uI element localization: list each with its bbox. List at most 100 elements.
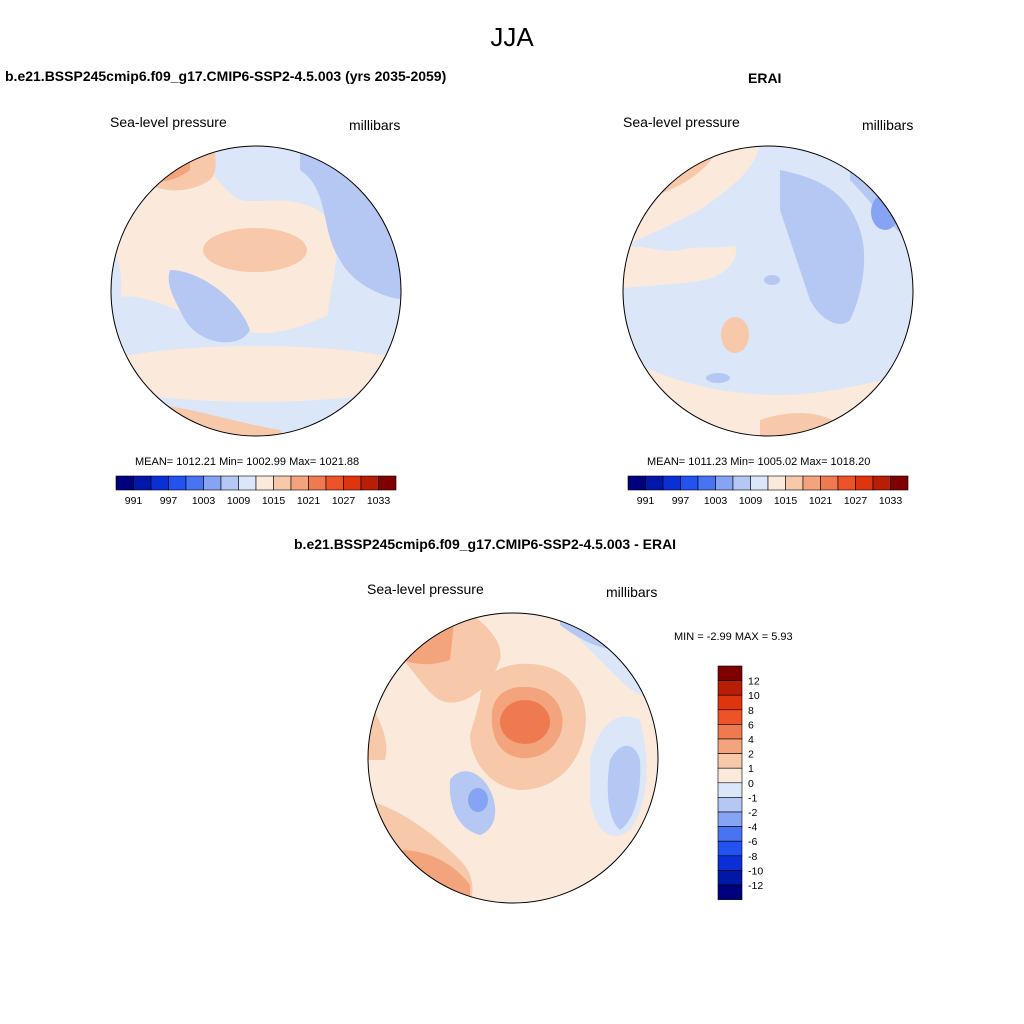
obs-colorbar: 991 997 1003 1009 1015 1021 1027 1033	[627, 475, 909, 507]
model-colorbar-box	[185, 475, 204, 491]
model-colorbar-box	[133, 475, 152, 491]
obs-colorbar-box	[627, 475, 646, 491]
diff-map-border	[367, 612, 659, 904]
diff-colorbar-box	[717, 811, 743, 827]
model-colorbar-tick-label: 997	[160, 495, 178, 507]
diff-colorbar-box	[717, 738, 743, 754]
diff-colorbar-tick-label: -8	[748, 851, 757, 863]
obs-colorbar-box	[767, 475, 786, 491]
figure-title: JJA	[490, 22, 534, 52]
model-colorbar-box	[308, 475, 327, 491]
model-colorbar-tick-label: 1021	[297, 495, 321, 507]
diff-colorbar-tick-label: 8	[748, 705, 754, 717]
model-colorbar-box	[273, 475, 292, 491]
obs-colorbar-tick-label: 1009	[739, 495, 763, 507]
diff-colorbar-tick-label: -4	[748, 822, 757, 834]
model-colorbar-box	[150, 475, 169, 491]
obs-colorbar-box	[872, 475, 891, 491]
diff-colorbar-box	[717, 797, 743, 813]
obs-colorbar-tick-label: 1021	[809, 495, 833, 507]
model-colorbar: 991 997 1003 1009 1015 1021 1027 1033	[115, 475, 397, 507]
obs-colorbar-box	[837, 475, 856, 491]
diff-variable-label: Sea-level pressure	[367, 581, 484, 597]
model-colorbar-box	[325, 475, 344, 491]
model-colorbar-box	[255, 475, 274, 491]
diff-colorbar-box	[717, 694, 743, 711]
model-colorbar-box	[290, 475, 309, 491]
model-colorbar-tick-label: 1009	[227, 495, 251, 507]
model-colorbar-tick-label: 1027	[332, 495, 356, 507]
diff-colorbar-tick-label: -1	[748, 792, 757, 804]
diff-colorbar-tick-label: -10	[748, 865, 763, 877]
obs-colorbar-tick-label: 1027	[844, 495, 868, 507]
diff-colorbar-tick-label: 0	[748, 778, 754, 790]
obs-units-label: millibars	[862, 117, 914, 133]
model-stats: MEAN= 1012.21 Min= 1002.99 Max= 1021.88	[135, 456, 360, 468]
model-colorbar-tick-label: 1033	[367, 495, 391, 507]
obs-panel-title: ERAI	[748, 70, 782, 86]
obs-colorbar-box	[820, 475, 839, 491]
model-colorbar-tick-label: 1003	[192, 495, 216, 507]
diff-colorbar-tick-label: 4	[748, 734, 754, 746]
obs-colorbar-box	[802, 475, 821, 491]
diff-colorbar-tick-label: 6	[748, 719, 754, 731]
model-colorbar-box	[168, 475, 187, 491]
model-units-label: millibars	[349, 117, 401, 133]
diff-colorbar-tick-label: -2	[748, 807, 757, 819]
model-colorbar-box	[360, 475, 379, 491]
obs-colorbar-tick-label: 1003	[704, 495, 728, 507]
diff-colorbar-box	[717, 709, 743, 725]
obs-colorbar-box	[732, 475, 751, 491]
diff-colorbar-box	[717, 724, 743, 740]
model-colorbar-box	[115, 475, 134, 491]
diff-colorbar-box	[717, 870, 743, 886]
diff-colorbar-box	[717, 782, 743, 798]
obs-colorbar-tick-label: 1033	[879, 495, 903, 507]
obs-colorbar-box	[645, 475, 664, 491]
obs-map-border	[622, 145, 914, 437]
model-colorbar-box	[378, 475, 397, 491]
obs-colorbar-tick-label: 1015	[774, 495, 798, 507]
diff-colorbar-box	[717, 665, 743, 681]
diff-colorbar-tick-label: -12	[748, 880, 763, 892]
model-variable-label: Sea-level pressure	[110, 114, 227, 130]
diff-colorbar-tick-label: 12	[748, 676, 760, 688]
obs-stats: MEAN= 1011.23 Min= 1005.02 Max= 1018.20	[647, 456, 871, 468]
obs-colorbar-box	[785, 475, 804, 491]
obs-colorbar-box	[662, 475, 681, 491]
diff-colorbar-tick-label: 1	[748, 763, 754, 775]
diff-colorbar-tick-label: 2	[748, 749, 754, 761]
obs-colorbar-box	[855, 475, 874, 491]
obs-colorbar-box	[697, 475, 716, 491]
diff-colorbar-box	[717, 753, 743, 769]
obs-colorbar-box	[750, 475, 769, 491]
obs-colorbar-tick-label: 997	[672, 495, 690, 507]
diff-colorbar-box	[717, 840, 743, 857]
obs-variable-label: Sea-level pressure	[623, 114, 740, 130]
obs-colorbar-box	[680, 475, 699, 491]
diff-colorbar-tick-label: -6	[748, 836, 757, 848]
obs-slp-map	[623, 146, 913, 436]
model-colorbar-box	[220, 475, 239, 491]
model-colorbar-box	[203, 475, 222, 491]
diff-colorbar-box	[717, 767, 743, 784]
model-panel-title: b.e21.BSSP245cmip6.f09_g17.CMIP6-SSP2-4.…	[5, 68, 447, 84]
diff-colorbar-box	[717, 884, 743, 900]
diff-units-label: millibars	[606, 584, 658, 600]
model-slp-map	[111, 146, 401, 436]
diff-minmax: MIN = -2.99 MAX = 5.93	[674, 631, 793, 643]
obs-colorbar-box	[715, 475, 734, 491]
obs-colorbar-box	[890, 475, 909, 491]
model-colorbar-box	[238, 475, 257, 491]
model-colorbar-tick-label: 991	[125, 495, 143, 507]
diff-panel-title: b.e21.BSSP245cmip6.f09_g17.CMIP6-SSP2-4.…	[294, 536, 677, 552]
diff-colorbar-box	[717, 680, 743, 696]
model-colorbar-box	[343, 475, 362, 491]
diff-colorbar-box	[717, 855, 743, 871]
model-map-border	[110, 145, 402, 437]
diff-colorbar-box	[717, 826, 743, 842]
obs-colorbar-tick-label: 991	[637, 495, 655, 507]
model-colorbar-tick-label: 1015	[262, 495, 286, 507]
